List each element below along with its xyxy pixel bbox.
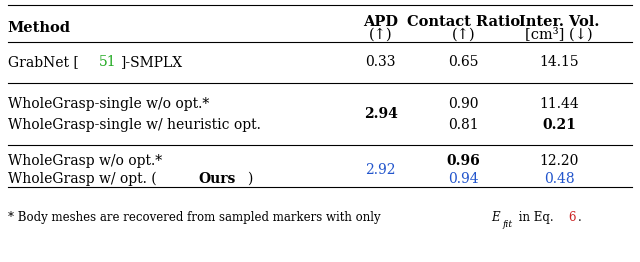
Text: 2.94: 2.94: [364, 107, 397, 121]
Text: Method: Method: [8, 21, 71, 35]
Text: Contact Ratio: Contact Ratio: [407, 15, 520, 29]
Text: (↑): (↑): [369, 28, 392, 42]
Text: WholeGrasp-single w/o opt.*: WholeGrasp-single w/o opt.*: [8, 97, 209, 111]
Text: 0.94: 0.94: [448, 172, 479, 186]
Text: 2.92: 2.92: [365, 163, 396, 177]
Text: * Body meshes are recovered from sampled markers with only: * Body meshes are recovered from sampled…: [8, 211, 384, 224]
Text: 0.90: 0.90: [448, 97, 479, 111]
Text: 12.20: 12.20: [540, 154, 579, 168]
Text: 0.65: 0.65: [448, 55, 479, 69]
Text: in Eq.: in Eq.: [515, 211, 556, 224]
Text: (↑): (↑): [452, 28, 475, 42]
Text: WholeGrasp w/ opt. (: WholeGrasp w/ opt. (: [8, 172, 156, 186]
Text: WholeGrasp w/o opt.*: WholeGrasp w/o opt.*: [8, 154, 162, 168]
Text: ]-SMPLX: ]-SMPLX: [122, 55, 184, 69]
Text: ): ): [246, 172, 252, 186]
Text: 0.96: 0.96: [447, 154, 480, 168]
Text: 51: 51: [99, 55, 116, 69]
Text: GrabNet [: GrabNet [: [8, 55, 79, 69]
Text: 0.33: 0.33: [365, 55, 396, 69]
Text: APD: APD: [363, 15, 398, 29]
Text: fit: fit: [502, 220, 513, 229]
Text: Inter. Vol.: Inter. Vol.: [519, 15, 599, 29]
Text: 0.21: 0.21: [542, 118, 576, 132]
Text: 11.44: 11.44: [539, 97, 579, 111]
Text: .: .: [578, 211, 582, 224]
Text: 0.81: 0.81: [448, 118, 479, 132]
Text: 6: 6: [568, 211, 575, 224]
Text: 14.15: 14.15: [539, 55, 579, 69]
Text: 0.48: 0.48: [543, 172, 574, 186]
Text: WholeGrasp-single w/ heuristic opt.: WholeGrasp-single w/ heuristic opt.: [8, 118, 260, 132]
Text: E: E: [492, 211, 500, 224]
Text: [cm³] (↓): [cm³] (↓): [525, 28, 593, 42]
Text: Ours: Ours: [198, 172, 236, 186]
